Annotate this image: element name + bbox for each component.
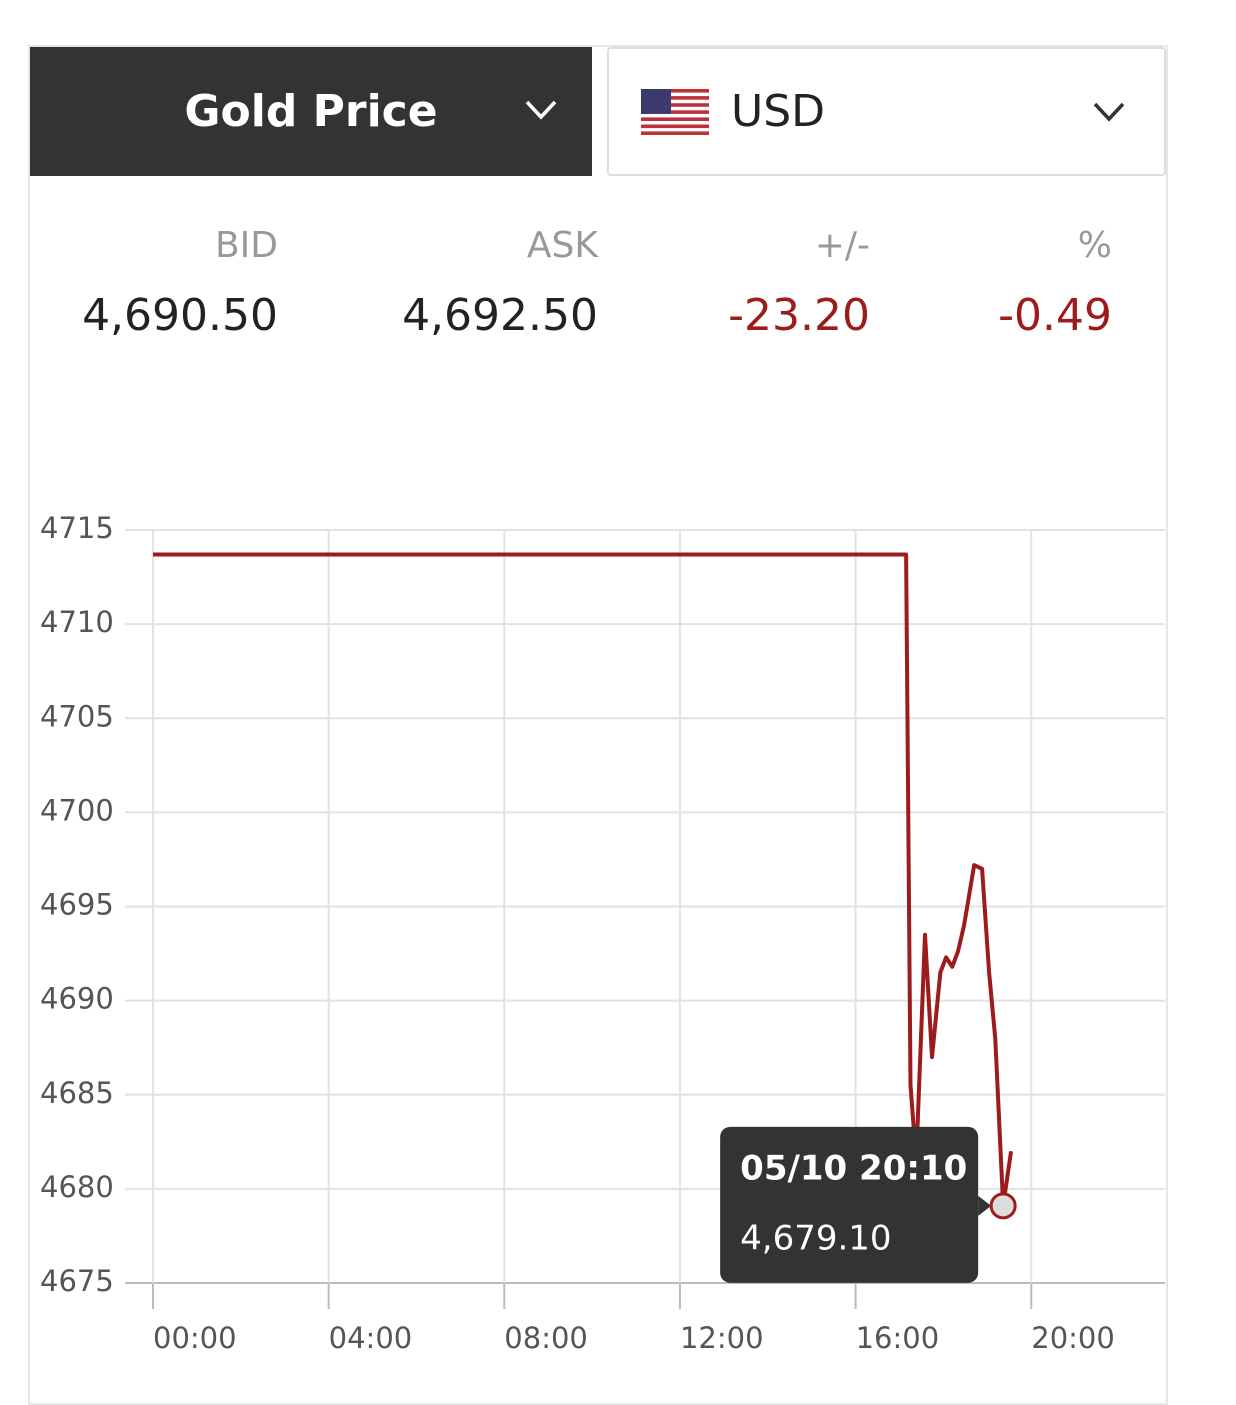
y-tick-label: 4680: [40, 1170, 114, 1204]
y-tick-label: 4690: [40, 982, 114, 1016]
tooltip-text: 4,679.10: [740, 1218, 891, 1258]
col-label: ASK: [526, 225, 598, 266]
change-pct: -0.49: [998, 290, 1112, 341]
currency-select[interactable]: USD: [607, 47, 1166, 176]
us-flag: [641, 88, 709, 135]
hover-point: [989, 1192, 1017, 1220]
tooltip-title: 05/10 20:10: [740, 1148, 967, 1188]
price-line: [153, 552, 1014, 1208]
col-label: BID: [214, 225, 278, 266]
x-tick-label: 12:00: [680, 1321, 764, 1355]
x-tick-label: 20:00: [1031, 1321, 1115, 1355]
metal-select[interactable]: Gold Price: [30, 47, 592, 176]
y-tick-label: 4695: [40, 888, 114, 922]
ask: 4,692.50: [402, 290, 598, 341]
tooltip-box: [720, 1126, 979, 1283]
tooltip-arrow: [978, 1195, 992, 1216]
x-tick-label: 08:00: [504, 1321, 588, 1355]
y-tick-label: 4715: [40, 511, 114, 545]
x-tick-label: 04:00: [329, 1321, 413, 1355]
tooltip: 05/10 20:10 4,679.10: [720, 1126, 992, 1283]
y-tick-label: 4675: [40, 1264, 114, 1298]
currency-label: USD: [731, 86, 826, 137]
x-tick-label: 00:00: [153, 1321, 237, 1355]
x-tick-label: 16:00: [856, 1321, 940, 1355]
chevron: [525, 100, 557, 120]
bid: 4,690.50: [82, 290, 278, 341]
col-label: %: [1077, 225, 1112, 266]
col-label: +/-: [814, 225, 870, 266]
chevron: [1093, 102, 1125, 122]
y-tick-label: 4700: [40, 793, 114, 827]
y-tick-label: 4710: [40, 605, 114, 639]
y-tick-label: 4705: [40, 699, 114, 733]
change: -23.20: [728, 290, 870, 341]
y-tick-label: 4685: [40, 1076, 114, 1110]
metal-label: Gold Price: [184, 86, 438, 137]
